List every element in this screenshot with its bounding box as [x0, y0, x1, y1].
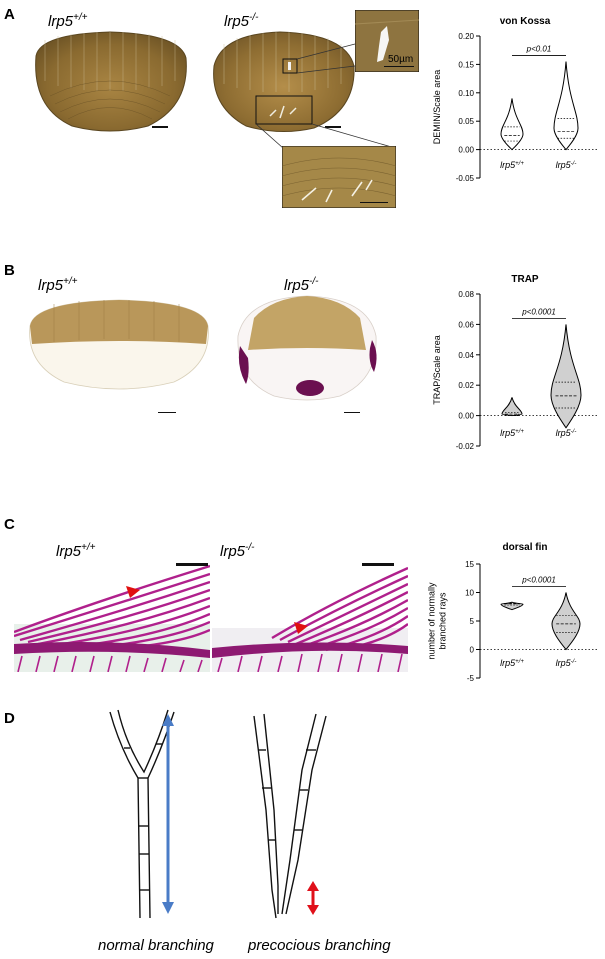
chart-title: dorsal fin [502, 542, 547, 553]
plot-area: -0.05 0.00 0.05 0.10 0.15 0.20 DEMIN/Scale are… [432, 32, 598, 183]
scale-bar-a-wt [152, 126, 168, 128]
chart-title: von Kossa [500, 16, 551, 27]
precocious-branching-ray-drawing [253, 713, 327, 919]
scale-bar-b-ko [344, 412, 360, 413]
plot-area: -0.02 0.00 0.02 0.04 0.06 0.08 TRAP/Scale area… [432, 290, 598, 451]
y-tick-label: 10 [465, 589, 474, 598]
p-value-annotation: p<0.0001 [521, 307, 556, 316]
scale-bar-c-wt [176, 563, 208, 566]
dorsal-fin-ko-image [212, 562, 408, 672]
von-kossa-scale-wt-image [35, 31, 187, 132]
caption-precocious-branching: precocious branching [248, 937, 391, 954]
panel-letter-b: B [4, 262, 15, 279]
y-tick-label: -0.02 [456, 442, 475, 451]
branch-point-arrowhead-wt [126, 586, 140, 598]
chart-title: TRAP [511, 274, 539, 285]
y-tick-label: 0.20 [458, 32, 474, 41]
y-tick-label: 0.00 [458, 412, 474, 421]
panel-letter-c: C [4, 516, 15, 533]
violin-wt [500, 601, 524, 611]
genotype-label-a-ko: lrp5-/- [224, 12, 259, 30]
y-tick-label: 0.00 [458, 146, 474, 155]
x-category-label: lrp5+/+ [500, 160, 524, 170]
x-category-label: lrp5+/+ [500, 428, 524, 438]
dorsal-fin-wt-image [14, 562, 210, 672]
x-category-label: lrp5-/- [556, 428, 577, 438]
plot-area: -5 0 5 10 15 number of normally branched rays l… [427, 560, 598, 683]
y-tick-label: 0.06 [458, 320, 474, 329]
inset-scale-label: 50µm [388, 54, 414, 65]
y-axis-label: TRAP/Scale area [432, 335, 442, 405]
genotype-label-c-wt: lrp5+/+ [56, 542, 96, 560]
y-tick-label: 0 [470, 646, 475, 655]
violin-ko [550, 324, 582, 429]
scale-bar-a-ko [325, 126, 341, 128]
y-tick-label: 0.04 [458, 351, 474, 360]
panel-letter-d: D [4, 710, 15, 727]
y-tick-label: 0.15 [458, 60, 474, 69]
y-tick-label: -0.05 [456, 174, 475, 183]
y-axis-label: number of normally [427, 582, 437, 660]
normal-branching-ray-drawing [109, 709, 175, 919]
y-tick-label: 0.10 [458, 89, 474, 98]
y-axis-label: DEMIN/Scale area [432, 70, 442, 145]
scale-bar-b-wt [158, 412, 176, 413]
violin-ko [551, 592, 581, 651]
genotype-label-b-wt: lrp5+/+ [38, 276, 78, 294]
scale-bar-c-ko [362, 563, 394, 566]
x-category-label: lrp5+/+ [500, 658, 524, 668]
p-value-annotation: p<0.0001 [521, 576, 556, 585]
x-category-label: lrp5-/- [556, 160, 577, 170]
trap-scale-ko-image [237, 295, 377, 401]
y-tick-label: 5 [470, 617, 475, 626]
trap-scale-wt-image [29, 299, 209, 390]
p-value-annotation: p<0.01 [526, 45, 552, 54]
y-tick-label: 0.02 [458, 381, 474, 390]
genotype-label-b-ko: lrp5-/- [284, 276, 319, 294]
caption-normal-branching: normal branching [98, 937, 214, 954]
von-kossa-scale-ko-image [213, 31, 355, 133]
chart-von-kossa: von Kossa -0.05 0.00 0.05 0.10 0.15 0.20 DEMIN… [432, 16, 598, 183]
genotype-label-c-ko: lrp5-/- [220, 542, 255, 560]
chart-trap: TRAP -0.02 0.00 0.02 0.04 0.06 0.08 TRAP/Scale… [432, 274, 598, 451]
chart-dorsal-fin: dorsal fin -5 0 5 10 15 number of normally bra… [427, 542, 598, 683]
scale-bar-a-inset [360, 202, 388, 203]
von-kossa-inset-large-zoom [282, 146, 396, 208]
inset-scale-bar [384, 66, 414, 67]
y-axis-label: branched rays [438, 592, 448, 650]
blue-length-arrow [162, 714, 174, 914]
x-category-label: lrp5-/- [556, 658, 577, 668]
y-tick-label: -5 [467, 674, 475, 683]
violin-wt [500, 98, 524, 151]
y-tick-label: 15 [465, 560, 474, 569]
red-length-arrow [307, 881, 319, 915]
branch-point-arrowhead-ko [294, 622, 308, 634]
violin-ko [553, 61, 579, 151]
y-tick-label: 0.08 [458, 290, 474, 299]
von-kossa-inset-small-zoom [355, 10, 419, 72]
genotype-label-a-wt: lrp5+/+ [48, 12, 88, 30]
panel-letter-a: A [4, 6, 15, 23]
zoom-connector-lines [255, 43, 396, 149]
y-tick-label: 0.05 [458, 117, 474, 126]
